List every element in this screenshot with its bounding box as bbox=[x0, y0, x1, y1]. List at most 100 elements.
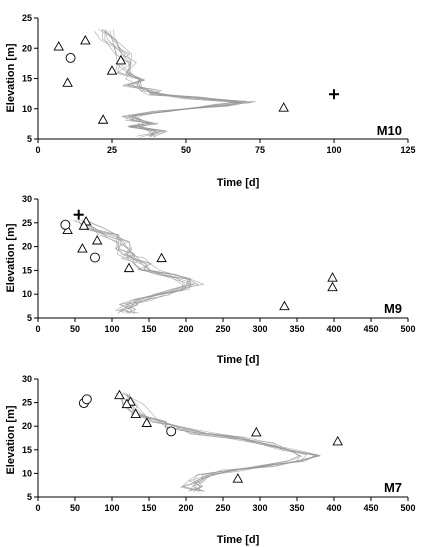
simulation-line bbox=[122, 392, 303, 492]
y-tick-label: 30 bbox=[22, 194, 32, 204]
simulation-line bbox=[78, 219, 192, 313]
x-tick-label: 500 bbox=[400, 324, 415, 334]
circle-marker bbox=[60, 219, 71, 230]
x-tick-label: 50 bbox=[181, 145, 191, 155]
y-tick-label: 5 bbox=[27, 492, 32, 502]
triangle-marker bbox=[106, 65, 118, 75]
y-tick-label: 10 bbox=[22, 104, 32, 114]
y-tick-label: 5 bbox=[27, 313, 32, 323]
simulation-line bbox=[102, 29, 247, 136]
triangle-marker bbox=[327, 281, 338, 292]
plus-marker bbox=[73, 209, 84, 220]
triangle-marker bbox=[62, 77, 73, 87]
y-tick-label: 25 bbox=[22, 13, 32, 23]
simulation-line bbox=[113, 29, 245, 138]
x-tick-label: 25 bbox=[107, 145, 117, 155]
chart-panel-m9: 0 50 100 150 200 250 300 350 400 450 500 5 10 15 20 25 3… bbox=[5, 194, 416, 366]
triangle-marker bbox=[121, 398, 133, 409]
x-tick-label: 100 bbox=[104, 324, 119, 334]
simulation-line bbox=[109, 30, 256, 137]
y-tick-label: 30 bbox=[22, 374, 32, 384]
triangle-marker bbox=[232, 473, 244, 483]
x-tick-label: 300 bbox=[252, 503, 267, 513]
triangle-marker bbox=[141, 417, 153, 427]
x-tick-label: 150 bbox=[141, 324, 156, 334]
axes bbox=[34, 378, 409, 501]
y-tick-label: 10 bbox=[22, 468, 32, 478]
triangle-marker bbox=[53, 41, 64, 51]
simulation-line bbox=[123, 393, 321, 493]
x-tick-label: 100 bbox=[104, 503, 119, 513]
x-tick-label: 350 bbox=[289, 503, 304, 513]
x-tick-label: 200 bbox=[178, 324, 193, 334]
y-axis-label: Elevation [m] bbox=[5, 223, 17, 292]
triangle-marker bbox=[130, 408, 141, 418]
simulation-line bbox=[104, 29, 243, 137]
x-tick-label: 300 bbox=[252, 324, 267, 334]
simulation-line bbox=[106, 30, 238, 138]
y-tick-label: 25 bbox=[22, 398, 32, 408]
triangle-marker bbox=[332, 435, 343, 446]
simulation-line bbox=[87, 219, 194, 314]
panel-label: M7 bbox=[384, 480, 402, 495]
circle-marker bbox=[65, 52, 76, 63]
simulation-lines bbox=[93, 29, 256, 138]
observation-markers bbox=[60, 209, 338, 311]
y-tick-label: 20 bbox=[22, 421, 32, 431]
plus-marker bbox=[329, 89, 339, 100]
simulation-line bbox=[104, 29, 239, 136]
triangle-marker bbox=[251, 426, 262, 437]
x-tick-label: 500 bbox=[400, 503, 415, 513]
simulation-line bbox=[85, 220, 186, 314]
x-tick-label: 450 bbox=[363, 324, 378, 334]
triangle-marker bbox=[123, 262, 135, 273]
triangle-marker bbox=[327, 272, 338, 282]
x-axis-label: Time [d] bbox=[217, 354, 260, 366]
triangle-marker bbox=[115, 54, 127, 65]
triangle-marker bbox=[279, 300, 290, 311]
simulation-line bbox=[125, 393, 300, 492]
y-tick-label: 20 bbox=[22, 242, 32, 252]
y-tick-label: 15 bbox=[22, 445, 32, 455]
x-tick-label: 0 bbox=[35, 503, 40, 513]
y-axis-label: Elevation [m] bbox=[5, 405, 17, 474]
triangle-marker bbox=[91, 234, 103, 245]
triangle-marker bbox=[156, 252, 167, 263]
y-tick-label: 25 bbox=[22, 218, 32, 228]
y-tick-label: 15 bbox=[22, 74, 32, 84]
y-axis-label: Elevation [m] bbox=[5, 43, 17, 112]
x-tick-label: 50 bbox=[70, 324, 80, 334]
tick-labels: 0 50 100 150 200 250 300 350 400 450 500 5 10 15 20 25 3… bbox=[22, 374, 416, 513]
circle-marker bbox=[81, 394, 92, 405]
axes bbox=[34, 198, 409, 322]
circle-marker bbox=[166, 426, 177, 437]
chart-panel-m7: 0 50 100 150 200 250 300 350 400 450 500 5 10 15 20 25 3… bbox=[5, 374, 416, 546]
x-tick-label: 75 bbox=[255, 145, 265, 155]
simulation-line bbox=[120, 393, 318, 492]
triangle-marker bbox=[80, 34, 91, 45]
x-tick-label: 400 bbox=[326, 503, 341, 513]
triangle-marker bbox=[278, 102, 289, 112]
axes bbox=[34, 17, 409, 143]
x-tick-label: 100 bbox=[326, 145, 341, 155]
y-tick-label: 10 bbox=[22, 289, 32, 299]
x-tick-label: 350 bbox=[289, 324, 304, 334]
x-tick-label: 150 bbox=[141, 503, 156, 513]
simulation-line bbox=[125, 392, 300, 492]
circle-marker bbox=[90, 252, 100, 263]
x-tick-label: 250 bbox=[215, 324, 230, 334]
simulation-line bbox=[129, 393, 320, 491]
y-tick-label: 5 bbox=[27, 134, 32, 144]
tick-labels: 0 25 50 75 100 125 5 10 15 20 25 bbox=[22, 13, 416, 155]
observation-markers bbox=[78, 389, 343, 483]
simulation-line bbox=[104, 30, 238, 137]
x-axis-label: Time [d] bbox=[217, 177, 260, 189]
x-tick-label: 450 bbox=[363, 503, 378, 513]
x-tick-label: 125 bbox=[400, 145, 415, 155]
simulation-line bbox=[73, 220, 183, 314]
simulation-line bbox=[118, 392, 318, 492]
simulation-lines bbox=[115, 392, 321, 493]
simulation-line bbox=[123, 392, 307, 491]
x-tick-label: 50 bbox=[70, 503, 80, 513]
